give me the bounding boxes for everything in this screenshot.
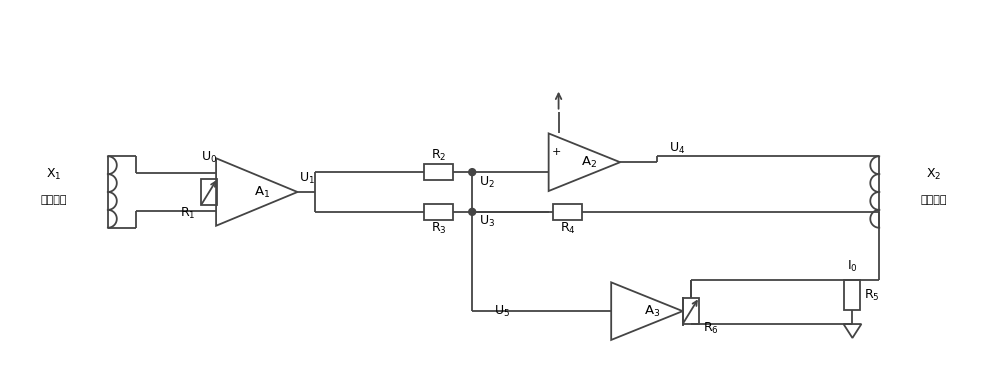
- Text: 测量绕组: 测量绕组: [40, 195, 67, 205]
- Text: R$_6$: R$_6$: [703, 321, 718, 336]
- Bar: [683, 298, 699, 324]
- Text: A$_1$: A$_1$: [254, 184, 270, 200]
- Text: A$_3$: A$_3$: [644, 304, 660, 319]
- Text: X$_1$: X$_1$: [46, 167, 61, 182]
- Text: I$_0$: I$_0$: [847, 259, 858, 274]
- Text: U$_1$: U$_1$: [299, 170, 315, 185]
- Text: U$_3$: U$_3$: [479, 214, 495, 229]
- Text: R$_2$: R$_2$: [431, 148, 446, 163]
- Text: R$_5$: R$_5$: [864, 288, 880, 303]
- Bar: [201, 179, 217, 205]
- Bar: [844, 280, 860, 310]
- Bar: [553, 204, 582, 220]
- Text: U$_0$: U$_0$: [201, 150, 217, 165]
- Text: U$_4$: U$_4$: [669, 141, 685, 156]
- Text: U$_2$: U$_2$: [479, 174, 495, 190]
- Text: +: +: [552, 147, 561, 157]
- Text: R$_3$: R$_3$: [431, 221, 446, 236]
- Bar: [424, 204, 453, 220]
- Text: A$_2$: A$_2$: [581, 155, 597, 170]
- Text: U$_5$: U$_5$: [494, 304, 510, 319]
- Circle shape: [469, 169, 476, 175]
- Text: R$_1$: R$_1$: [180, 206, 195, 222]
- Text: R$_4$: R$_4$: [560, 221, 575, 236]
- Text: 补偿绕组: 补偿绕组: [921, 195, 947, 205]
- Bar: [424, 164, 453, 180]
- Circle shape: [469, 209, 476, 215]
- Text: X$_2$: X$_2$: [926, 167, 941, 182]
